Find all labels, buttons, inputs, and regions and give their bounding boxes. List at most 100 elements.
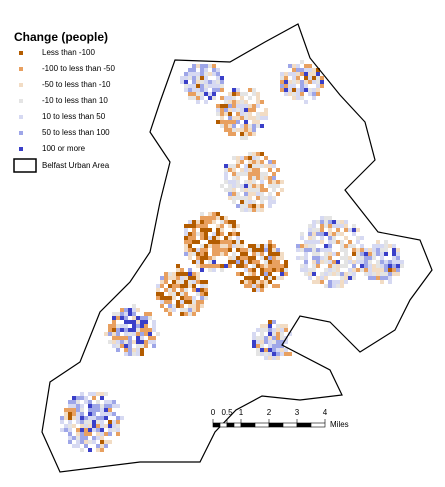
- cell: [192, 304, 196, 308]
- cell: [188, 244, 192, 248]
- cell: [348, 256, 352, 260]
- cell: [228, 232, 232, 236]
- cell: [236, 204, 240, 208]
- cell: [376, 260, 380, 264]
- cell: [120, 340, 124, 344]
- cell: [128, 348, 132, 352]
- cell: [316, 256, 320, 260]
- cell: [220, 248, 224, 252]
- cell: [116, 312, 120, 316]
- cell: [212, 212, 216, 216]
- cell: [256, 340, 260, 344]
- scale-segment: [212, 422, 221, 428]
- cell: [232, 232, 236, 236]
- cell: [148, 328, 152, 332]
- cell: [248, 132, 252, 136]
- cell: [128, 344, 132, 348]
- legend-label: -100 to less than -50: [42, 64, 115, 73]
- cell: [316, 240, 320, 244]
- cell: [224, 100, 228, 104]
- cell: [204, 252, 208, 256]
- cell: [256, 160, 260, 164]
- cell: [196, 80, 200, 84]
- scale-tick-label: 0.5: [221, 408, 233, 417]
- cell: [260, 192, 264, 196]
- cell: [228, 116, 232, 120]
- cell: [252, 200, 256, 204]
- cell: [272, 184, 276, 188]
- cell: [104, 416, 108, 420]
- cell: [120, 344, 124, 348]
- cell: [124, 352, 128, 356]
- cell: [308, 88, 312, 92]
- cell: [264, 272, 268, 276]
- cell: [272, 164, 276, 168]
- cell: [320, 84, 324, 88]
- cell: [260, 336, 264, 340]
- cell: [112, 320, 116, 324]
- cell: [312, 236, 316, 240]
- cell: [388, 268, 392, 272]
- cell: [244, 204, 248, 208]
- cell: [368, 260, 372, 264]
- cell: [196, 280, 200, 284]
- cell: [188, 92, 192, 96]
- cell: [300, 60, 304, 64]
- cell: [312, 264, 316, 268]
- cell: [168, 292, 172, 296]
- cell: [92, 428, 96, 432]
- cell: [252, 280, 256, 284]
- cell: [232, 124, 236, 128]
- cell: [356, 248, 360, 252]
- cell: [216, 216, 220, 220]
- cell: [300, 236, 304, 240]
- cell: [88, 404, 92, 408]
- cell: [184, 72, 188, 76]
- cell: [116, 340, 120, 344]
- cell: [148, 340, 152, 344]
- cell: [300, 248, 304, 252]
- cell: [268, 272, 272, 276]
- cell: [248, 192, 252, 196]
- cell: [380, 256, 384, 260]
- cell: [228, 100, 232, 104]
- cell: [384, 252, 388, 256]
- cell: [76, 420, 80, 424]
- cell: [100, 436, 104, 440]
- legend-swatch: [19, 115, 23, 119]
- cell: [180, 280, 184, 284]
- cell: [380, 264, 384, 268]
- cell: [340, 240, 344, 244]
- cell: [88, 448, 92, 452]
- cell: [296, 244, 300, 248]
- cell: [192, 72, 196, 76]
- cell: [320, 248, 324, 252]
- urban-area-boundary: [41, 23, 433, 473]
- cell: [96, 444, 100, 448]
- cell: [284, 84, 288, 88]
- cell: [260, 160, 264, 164]
- cell: [152, 328, 156, 332]
- cell: [136, 328, 140, 332]
- cell: [116, 432, 120, 436]
- cell: [224, 236, 228, 240]
- cell: [96, 424, 100, 428]
- cell: [328, 284, 332, 288]
- cell: [324, 272, 328, 276]
- cell: [264, 352, 268, 356]
- cell: [240, 244, 244, 248]
- cell: [220, 216, 224, 220]
- cell: [92, 396, 96, 400]
- cell: [304, 256, 308, 260]
- cell: [192, 252, 196, 256]
- cell: [240, 104, 244, 108]
- cell: [232, 108, 236, 112]
- cell: [188, 252, 192, 256]
- cell: [256, 328, 260, 332]
- cell: [200, 252, 204, 256]
- cell: [92, 408, 96, 412]
- cell: [192, 64, 196, 68]
- cell: [260, 172, 264, 176]
- scale-tick-label: 1: [239, 408, 244, 417]
- cell: [380, 252, 384, 256]
